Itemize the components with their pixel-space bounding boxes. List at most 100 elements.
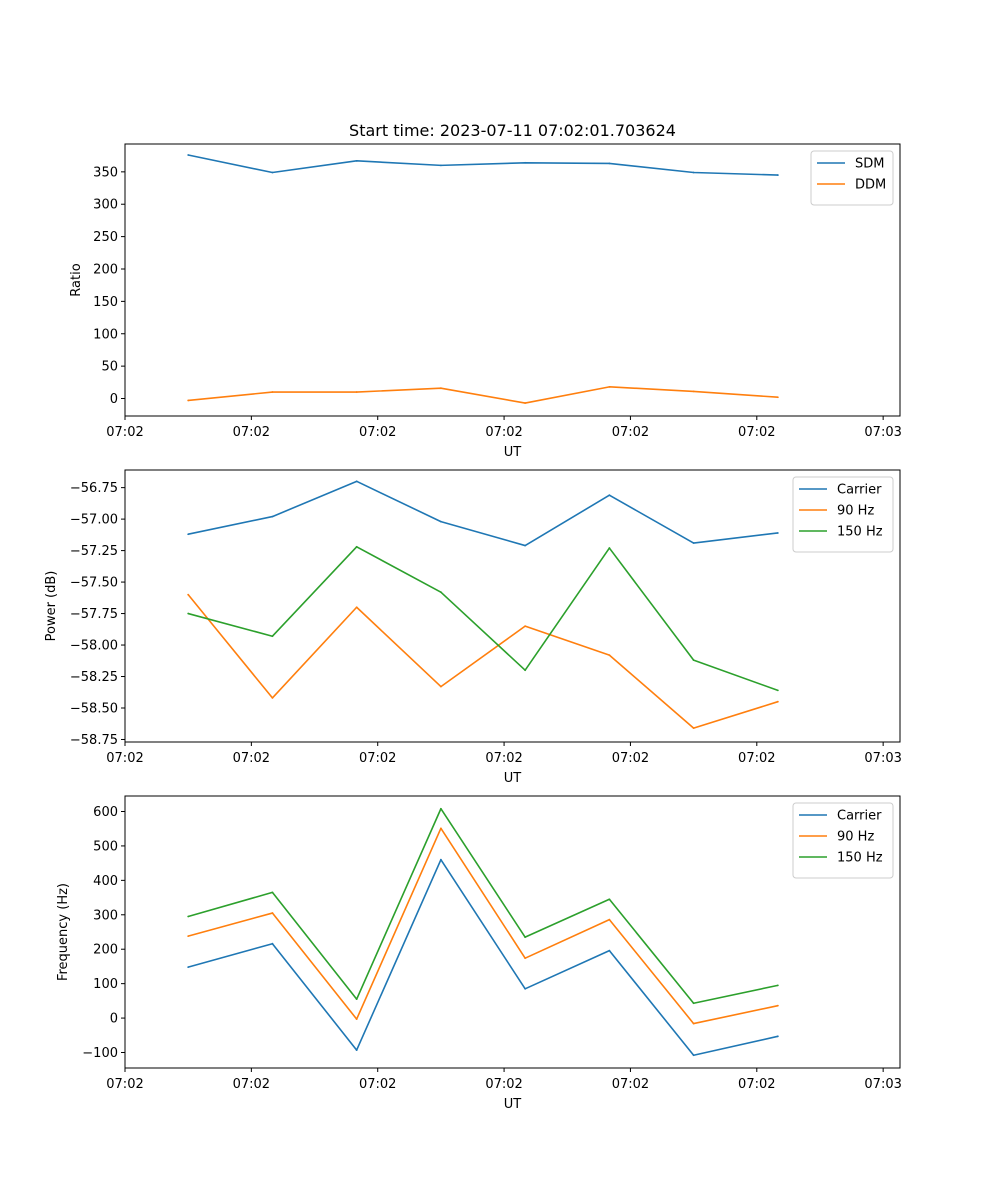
- ratio-ddm-data-point: [524, 402, 527, 404]
- frequency-90-hz-data-point: [776, 1004, 779, 1007]
- power-y-tick-label: −58.75: [70, 733, 118, 748]
- power-axes-frame: [124, 469, 901, 743]
- frequency-90-hz-data-point: [692, 1022, 695, 1025]
- power-legend-label-150-hz: 150 Hz: [837, 525, 883, 540]
- ratio-ddm-data-point: [776, 396, 779, 399]
- frequency-150-hz-data-point: [608, 898, 611, 901]
- ratio-y-tick-label: 200: [93, 262, 118, 277]
- frequency-y-axis-label: Frequency (Hz): [56, 883, 71, 981]
- ratio-legend-box: [810, 150, 894, 206]
- frequency-150-hz-data-point: [187, 915, 190, 918]
- power-series-carrier-line: [188, 480, 778, 547]
- ratio-x-tick-label: 07:02: [233, 425, 270, 440]
- power-150-hz-data-point: [439, 591, 442, 594]
- ratio-ddm-data-point: [439, 387, 442, 390]
- ratio-y-tick-label: 100: [93, 327, 118, 342]
- frequency-legend-label-150-hz: 150 Hz: [837, 851, 883, 866]
- frequency-legend-box: [792, 802, 894, 879]
- ratio-ddm-data-point: [271, 391, 274, 393]
- power-90-hz-data-point: [692, 727, 695, 730]
- ratio-ddm-data-point: [355, 391, 358, 393]
- frequency-carrier-data-point: [692, 1054, 695, 1057]
- frequency-y-tick-label: 500: [93, 839, 118, 854]
- power-90-hz-data-point: [439, 685, 442, 688]
- frequency-150-hz-data-point: [692, 1002, 695, 1005]
- frequency-90-hz-data-point: [439, 827, 442, 830]
- power-x-tick-label: 07:02: [485, 751, 522, 766]
- power-legend: Carrier 90 Hz 150 Hz: [792, 476, 894, 553]
- frequency-y-tick-label: 300: [93, 908, 118, 923]
- ratio-x-axis-label: UT: [504, 445, 522, 460]
- ratio-panel: 07:02 07:02 07:02 07:02 07:02 07:02 07:03 0 50 10…: [69, 121, 902, 460]
- frequency-x-tick-label: 07:02: [612, 1077, 649, 1092]
- power-series-90-hz-line: [187, 594, 779, 729]
- frequency-carrier-data-point: [187, 966, 190, 969]
- power-x-tick-label: 07:03: [864, 751, 901, 766]
- power-y-axis-label: Power (dB): [44, 571, 59, 642]
- power-legend-box: [792, 476, 894, 553]
- frequency-90-hz-data-point: [355, 1018, 358, 1021]
- ratio-ddm-data-point: [608, 385, 611, 388]
- frequency-x-tick-label: 07:02: [738, 1077, 775, 1092]
- frequency-x-axis-label: UT: [504, 1097, 522, 1112]
- ratio-sdm-data-point: [608, 162, 611, 165]
- power-150-hz-data-point: [524, 669, 527, 672]
- frequency-panel: 07:02 07:02 07:02 07:02 07:02 07:02 07:03 −100 0…: [56, 795, 902, 1112]
- ratio-sdm-data-point: [776, 174, 779, 176]
- ratio-y-tick-label: 0: [110, 392, 118, 407]
- ratio-ddm-data-point: [187, 399, 190, 402]
- ratio-sdm-data-point: [355, 159, 358, 162]
- power-carrier-data-point: [608, 494, 611, 497]
- power-90-hz-data-point: [524, 625, 527, 628]
- frequency-90-hz-data-point: [187, 935, 190, 938]
- power-x-tick-label: 07:02: [612, 751, 649, 766]
- power-150-hz-data-point: [692, 659, 695, 662]
- frequency-150-hz-data-point: [776, 984, 779, 987]
- power-y-tick-label: −56.75: [70, 481, 118, 496]
- frequency-y-tick-label: 400: [93, 874, 118, 889]
- frequency-y-tick-label: 0: [110, 1012, 118, 1027]
- ratio-y-tick-label: 50: [101, 360, 118, 375]
- frequency-90-hz-data-point: [524, 957, 527, 960]
- ratio-legend: SDM DDM: [810, 150, 894, 206]
- ratio-x-tick-label: 07:02: [612, 425, 649, 440]
- frequency-carrier-data-point: [608, 949, 611, 952]
- ratio-x-tick-label: 07:03: [864, 425, 901, 440]
- power-x-tick-label: 07:02: [106, 751, 143, 766]
- ratio-x-tick-label: 07:02: [106, 425, 143, 440]
- power-panel: 07:02 07:02 07:02 07:02 07:02 07:02 07:03 −58.7…: [44, 469, 902, 786]
- power-90-hz-data-point: [608, 654, 611, 657]
- power-carrier-data-point: [776, 532, 779, 534]
- ratio-y-tick-label: 300: [93, 198, 118, 213]
- power-carrier-data-point: [692, 542, 695, 544]
- power-90-hz-data-point: [776, 700, 779, 703]
- power-carrier-data-point: [439, 520, 442, 523]
- power-carrier-data-point: [355, 480, 358, 483]
- power-carrier-data-point: [187, 533, 190, 536]
- ratio-legend-label-sdm: SDM: [855, 157, 884, 172]
- frequency-x-tick-label: 07:03: [864, 1077, 901, 1092]
- power-x-axis-label: UT: [504, 771, 522, 786]
- power-150-hz-data-point: [271, 635, 274, 638]
- power-y-tick-label: −58.25: [70, 670, 118, 685]
- frequency-150-hz-data-point: [271, 891, 274, 894]
- frequency-legend: Carrier 90 Hz 150 Hz: [792, 802, 894, 879]
- power-150-hz-data-point: [608, 547, 611, 549]
- frequency-x-tick-label: 07:02: [485, 1077, 522, 1092]
- frequency-carrier-data-point: [271, 942, 274, 945]
- frequency-carrier-data-point: [439, 858, 442, 861]
- power-carrier-data-point: [524, 544, 527, 547]
- ratio-series-sdm-line: [188, 154, 778, 176]
- power-90-hz-data-point: [271, 697, 274, 699]
- ratio-axes-frame: [124, 143, 901, 417]
- ratio-sdm-data-point: [524, 161, 527, 164]
- ratio-legend-label-ddm: DDM: [855, 178, 886, 193]
- frequency-150-hz-data-point: [524, 936, 527, 939]
- ratio-y-axis-label: Ratio: [69, 263, 84, 296]
- frequency-90-hz-data-point: [608, 918, 611, 921]
- frequency-y-tick-label: −100: [82, 1046, 118, 1061]
- ratio-x-tick-label: 07:02: [359, 425, 396, 440]
- ratio-y-tick-label: 250: [93, 230, 118, 245]
- power-series-150-hz-line: [187, 546, 779, 692]
